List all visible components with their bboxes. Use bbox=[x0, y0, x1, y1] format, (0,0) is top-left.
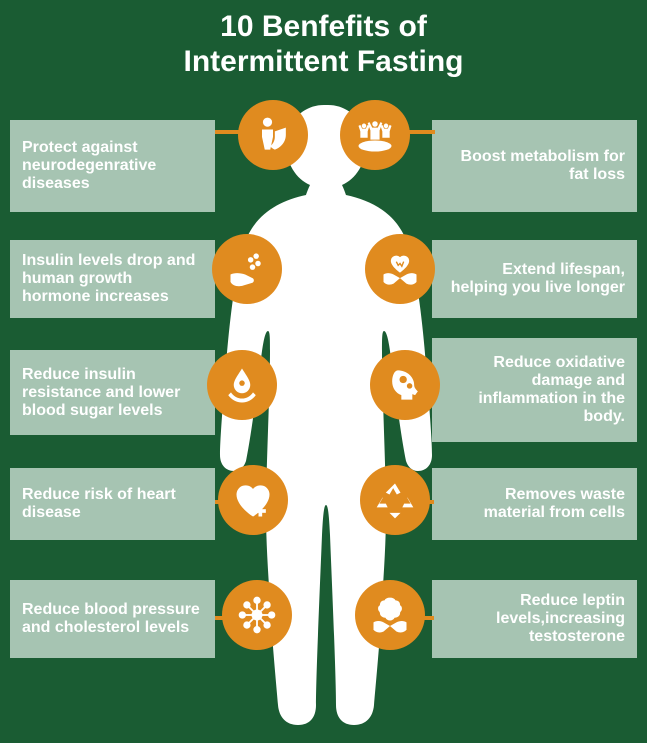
benefit-box: Reduce insulin resistance and lower bloo… bbox=[10, 350, 215, 435]
benefit-text: Protect against neurodegenrative disease… bbox=[22, 139, 203, 193]
benefit-box: Reduce blood pressure and cholesterol le… bbox=[10, 580, 215, 658]
hands-brain-icon bbox=[355, 580, 425, 650]
benefit-text: Boost metabolism for fat loss bbox=[444, 148, 625, 184]
hands-heart-icon bbox=[365, 234, 435, 304]
shield-person-icon bbox=[238, 100, 308, 170]
benefit-text: Extend lifespan, helping you live longer bbox=[444, 261, 625, 297]
benefit-text: Reduce risk of heart disease bbox=[22, 486, 203, 522]
benefit-box: Removes waste material from cells bbox=[432, 468, 637, 540]
infographic-title: 10 Benfefits ofIntermittent Fasting bbox=[0, 0, 647, 79]
molecule-icon bbox=[222, 580, 292, 650]
people-raise-icon bbox=[340, 100, 410, 170]
benefit-box: Reduce oxidative damage and inflammation… bbox=[432, 338, 637, 442]
benefit-text: Reduce leptin levels,increasing testoste… bbox=[444, 592, 625, 646]
hand-pills-icon bbox=[212, 234, 282, 304]
benefit-box: Reduce risk of heart disease bbox=[10, 468, 215, 540]
benefit-box: Reduce leptin levels,increasing testoste… bbox=[432, 580, 637, 658]
blood-drop-meter-icon bbox=[207, 350, 277, 420]
benefit-text: Insulin levels drop and human growth hor… bbox=[22, 252, 203, 306]
heart-plus-icon bbox=[218, 465, 288, 535]
head-gears-icon bbox=[370, 350, 440, 420]
benefit-box: Insulin levels drop and human growth hor… bbox=[10, 240, 215, 318]
benefit-text: Removes waste material from cells bbox=[444, 486, 625, 522]
benefit-box: Boost metabolism for fat loss bbox=[432, 120, 637, 212]
benefit-text: Reduce blood pressure and cholesterol le… bbox=[22, 601, 203, 637]
benefit-text: Reduce oxidative damage and inflammation… bbox=[444, 354, 625, 426]
benefit-text: Reduce insulin resistance and lower bloo… bbox=[22, 366, 203, 420]
benefit-box: Extend lifespan, helping you live longer bbox=[432, 240, 637, 318]
recycle-icon bbox=[360, 465, 430, 535]
benefit-box: Protect against neurodegenrative disease… bbox=[10, 120, 215, 212]
